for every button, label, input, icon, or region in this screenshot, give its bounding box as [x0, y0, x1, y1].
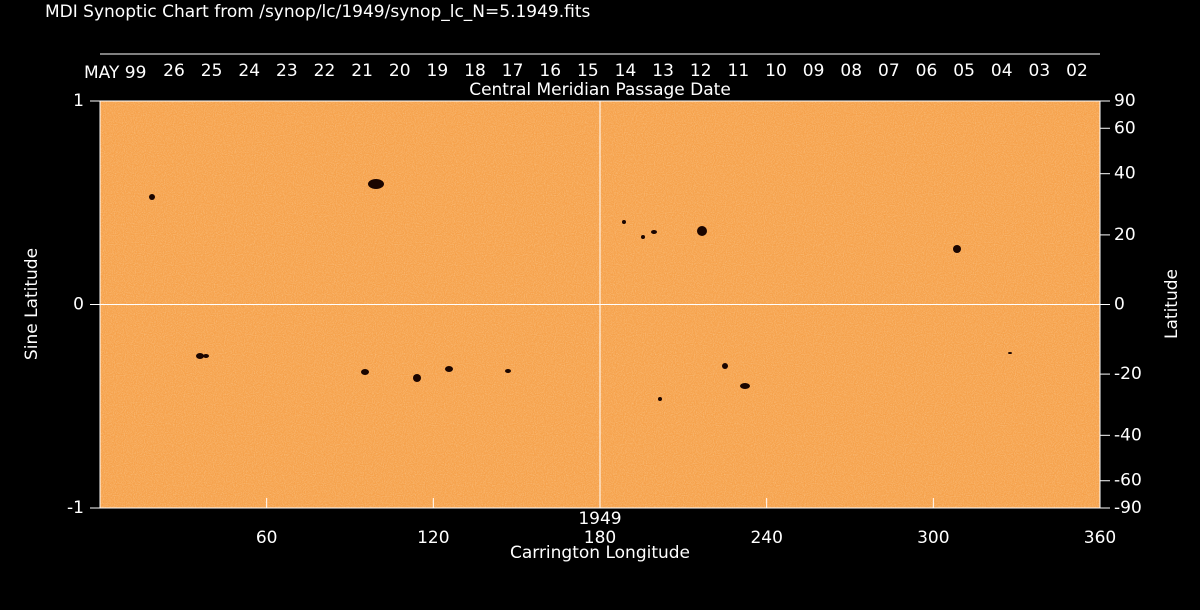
- sunspot: [658, 397, 662, 401]
- sunspot: [445, 366, 453, 372]
- top-tick-label: 14: [615, 61, 637, 81]
- sunspot: [1008, 352, 1012, 354]
- y-tick-label: 0: [73, 295, 84, 315]
- y2-tick-label: 60: [1114, 118, 1136, 138]
- sunspots: [149, 179, 1012, 401]
- top-tick-label: 18: [464, 61, 486, 81]
- x-tick-label: 300: [917, 528, 949, 548]
- x-axis-label: Carrington Longitude: [510, 543, 690, 563]
- top-tick-label: 12: [690, 61, 712, 81]
- sunspot: [413, 374, 421, 382]
- sunspot: [722, 363, 728, 369]
- top-tick-label: 19: [427, 61, 449, 81]
- top-tick-label: 06: [916, 61, 938, 81]
- y2-tick-label: 0: [1114, 295, 1125, 315]
- solar-map: [100, 101, 1100, 508]
- top-axis-label: Central Meridian Passage Date: [469, 80, 731, 100]
- sunspot: [641, 235, 645, 239]
- sunspot: [203, 354, 209, 358]
- top-tick-label: 03: [1029, 61, 1051, 81]
- sunspot: [505, 369, 511, 373]
- top-tick-label: 20: [389, 61, 411, 81]
- sunspot: [149, 194, 155, 200]
- top-tick-label: 25: [201, 61, 223, 81]
- top-tick-label: 04: [991, 61, 1013, 81]
- sunspot: [697, 226, 707, 236]
- top-tick-label: 09: [803, 61, 825, 81]
- top-tick-label: 17: [502, 61, 524, 81]
- x-tick-label: 60: [256, 528, 278, 548]
- top-tick-label: 13: [652, 61, 674, 81]
- y2-tick-label: -90: [1114, 498, 1142, 518]
- top-tick-label: 08: [840, 61, 862, 81]
- top-tick-label: 23: [276, 61, 298, 81]
- y2-axis-label: Latitude: [1162, 269, 1182, 339]
- top-tick-label: MAY 99: [84, 63, 146, 83]
- sunspot: [368, 179, 384, 189]
- y2-tick-label: 20: [1114, 225, 1136, 245]
- top-tick-label: 24: [238, 61, 260, 81]
- top-tick-label: 21: [351, 61, 373, 81]
- y2-tick-label: 40: [1114, 164, 1136, 184]
- top-tick-label: 16: [539, 61, 561, 81]
- top-tick-label: 15: [577, 61, 599, 81]
- y2-tick-label: -20: [1114, 364, 1142, 384]
- top-tick-label: 22: [314, 61, 336, 81]
- top-tick-label: 26: [163, 61, 185, 81]
- sunspot: [361, 369, 369, 375]
- y-tick-label: 1: [73, 91, 84, 111]
- y-tick-label: -1: [67, 498, 84, 518]
- rotation-number: 1949: [578, 509, 621, 529]
- sunspot: [196, 353, 204, 359]
- sunspot: [740, 383, 750, 389]
- top-tick-label: 05: [953, 61, 975, 81]
- x-tick-label: 180: [584, 528, 616, 548]
- top-tick-label: 11: [728, 61, 750, 81]
- sunspot: [953, 245, 961, 253]
- y-axis-label: Sine Latitude: [22, 248, 42, 360]
- chart-title: MDI Synoptic Chart from /synop/lc/1949/s…: [45, 2, 591, 22]
- top-tick-label: 07: [878, 61, 900, 81]
- x-tick-label: 120: [417, 528, 449, 548]
- y2-tick-label: 90: [1114, 91, 1136, 111]
- x-tick-label: 360: [1084, 528, 1116, 548]
- y2-tick-label: -60: [1114, 471, 1142, 491]
- top-tick-label: 02: [1066, 61, 1088, 81]
- sunspot: [651, 230, 657, 234]
- top-tick-label: 10: [765, 61, 787, 81]
- x-tick-label: 240: [750, 528, 782, 548]
- sunspot: [622, 220, 626, 224]
- y2-tick-label: -40: [1114, 425, 1142, 445]
